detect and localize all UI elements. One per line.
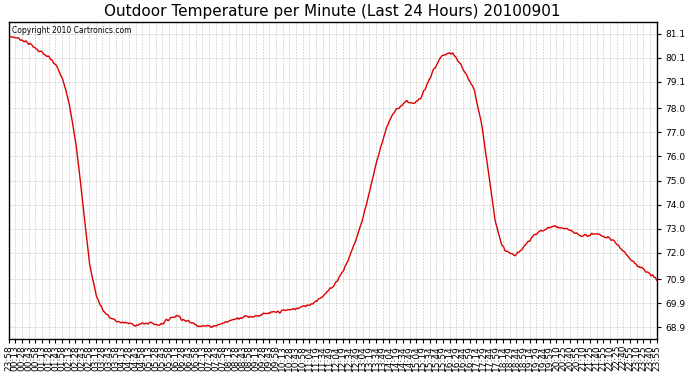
Title: Outdoor Temperature per Minute (Last 24 Hours) 20100901: Outdoor Temperature per Minute (Last 24 …: [104, 4, 561, 19]
Text: Copyright 2010 Cartronics.com: Copyright 2010 Cartronics.com: [12, 27, 131, 36]
